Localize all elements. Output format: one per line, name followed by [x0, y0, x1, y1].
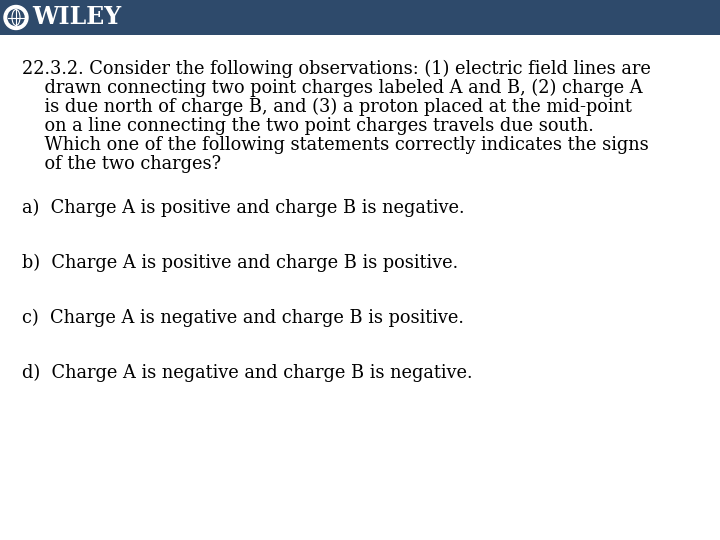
Text: of the two charges?: of the two charges?	[22, 155, 221, 173]
Text: a)  Charge A is positive and charge B is negative.: a) Charge A is positive and charge B is …	[22, 199, 464, 217]
Text: d)  Charge A is negative and charge B is negative.: d) Charge A is negative and charge B is …	[22, 364, 472, 382]
Circle shape	[4, 5, 28, 30]
Text: on a line connecting the two point charges travels due south.: on a line connecting the two point charg…	[22, 117, 594, 135]
Text: b)  Charge A is positive and charge B is positive.: b) Charge A is positive and charge B is …	[22, 254, 458, 272]
Text: WILEY: WILEY	[32, 5, 121, 30]
Text: Which one of the following statements correctly indicates the signs: Which one of the following statements co…	[22, 136, 649, 154]
Text: drawn connecting two point charges labeled A and B, (2) charge A: drawn connecting two point charges label…	[22, 79, 643, 97]
Text: 22.3.2. Consider the following observations: (1) electric field lines are: 22.3.2. Consider the following observati…	[22, 60, 651, 78]
Circle shape	[8, 10, 24, 25]
Bar	[0, 0, 720, 35]
Text: c)  Charge A is negative and charge B is positive.: c) Charge A is negative and charge B is …	[22, 309, 464, 327]
Text: is due north of charge B, and (3) a proton placed at the mid-point: is due north of charge B, and (3) a prot…	[22, 98, 632, 116]
